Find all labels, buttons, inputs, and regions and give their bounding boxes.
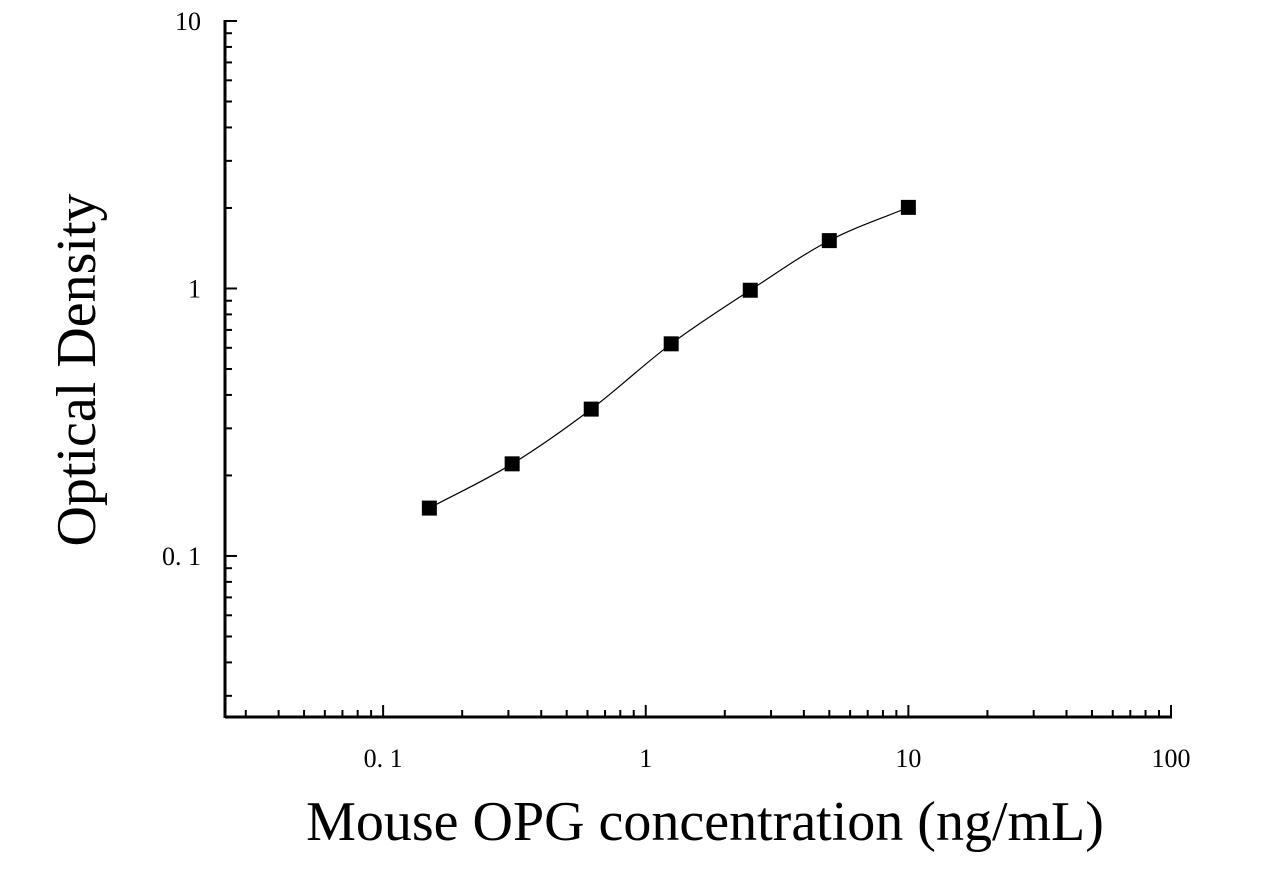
data-point <box>583 401 599 417</box>
data-point <box>821 233 837 249</box>
y-tick-label: 10 <box>175 7 201 36</box>
data-point <box>421 500 437 516</box>
data-points <box>421 199 916 516</box>
data-point <box>900 199 916 215</box>
x-tick-label: 0. 1 <box>364 744 403 773</box>
axes <box>223 20 1172 719</box>
data-point <box>742 282 758 298</box>
x-axis-title: Mouse OPG concentration (ng/mL) <box>306 791 1104 853</box>
tick-marks <box>225 20 1172 717</box>
y-tick-label: 0. 1 <box>162 542 201 571</box>
tick-labels: 0. 1 1 10 100 0. 1 1 10 <box>162 7 1191 773</box>
x-tick-label: 1 <box>639 744 652 773</box>
y-axis-title: Optical Density <box>46 193 108 546</box>
data-point <box>663 336 679 352</box>
x-tick-label: 100 <box>1152 744 1191 773</box>
data-point <box>504 456 520 472</box>
x-tick-label: 10 <box>895 744 921 773</box>
y-tick-label: 1 <box>188 274 201 303</box>
fit-curve <box>429 206 909 509</box>
